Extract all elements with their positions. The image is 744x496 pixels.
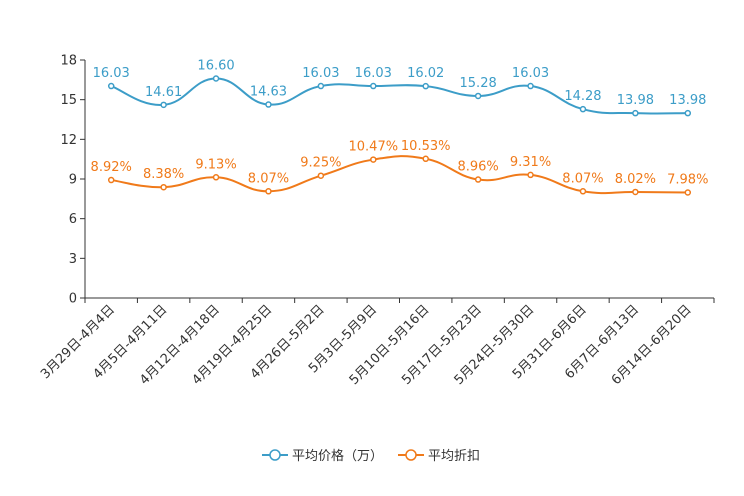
data-label: 10.53% xyxy=(401,139,451,154)
data-point[interactable] xyxy=(527,171,534,179)
series-0: 16.03 14.61 16.60 14.63 16.03 16.03 16.02 15.28… xyxy=(93,59,706,117)
data-label: 9.25% xyxy=(300,156,341,171)
data-label: 8.02% xyxy=(615,172,656,187)
data-label: 8.96% xyxy=(457,160,498,175)
data-label: 9.31% xyxy=(510,155,551,170)
data-point[interactable] xyxy=(212,75,220,82)
data-point[interactable] xyxy=(579,105,587,113)
y-tick-label: 9 xyxy=(69,173,77,188)
data-label: 13.98 xyxy=(669,93,706,108)
data-label: 8.07% xyxy=(562,171,603,186)
y-tick-label: 18 xyxy=(60,54,77,69)
data-label: 8.38% xyxy=(143,167,184,182)
y-tick-label: 15 xyxy=(60,93,77,108)
data-point[interactable] xyxy=(160,101,167,109)
data-label: 16.02 xyxy=(407,66,444,81)
series-group: 16.03 14.61 16.60 14.63 16.03 16.03 16.02 15.28… xyxy=(91,59,708,196)
data-point[interactable] xyxy=(632,188,639,196)
data-label: 10.47% xyxy=(349,140,399,155)
y-tick-label: 3 xyxy=(69,252,77,267)
data-label: 8.07% xyxy=(248,171,289,186)
data-point[interactable] xyxy=(422,82,429,90)
series-1: 8.92% 8.38% 9.13% 8.07% 9.25% 10.47% 10.53% 8.9… xyxy=(91,139,708,196)
data-point[interactable] xyxy=(160,183,167,191)
data-point[interactable] xyxy=(684,109,692,117)
data-label: 14.28 xyxy=(564,89,601,104)
data-point[interactable] xyxy=(474,176,482,183)
y-tick-label: 0 xyxy=(69,292,77,307)
data-point[interactable] xyxy=(370,82,377,90)
series-line xyxy=(111,155,688,195)
data-label: 16.03 xyxy=(512,66,549,81)
data-label: 7.98% xyxy=(667,172,708,187)
legend-label: 平均价格（万） xyxy=(292,448,383,464)
legend-marker-icon xyxy=(269,449,281,461)
data-label: 14.63 xyxy=(250,85,287,100)
data-point[interactable] xyxy=(527,82,534,90)
y-tick-label: 6 xyxy=(69,212,77,227)
x-axis: 3月29日-4月4日4月5日-4月11日4月12日-4月18日4月19日-4月2… xyxy=(38,297,715,388)
data-label: 16.03 xyxy=(355,66,392,81)
data-label: 15.28 xyxy=(460,76,497,91)
legend-marker-icon xyxy=(405,449,417,461)
legend-label: 平均折扣 xyxy=(428,449,480,464)
data-point[interactable] xyxy=(579,188,587,195)
data-point[interactable] xyxy=(212,174,220,181)
data-point[interactable] xyxy=(422,155,429,163)
data-point[interactable] xyxy=(317,82,325,90)
legend-item-0[interactable]: 平均价格（万） xyxy=(262,448,383,464)
data-point[interactable] xyxy=(684,189,692,196)
data-point[interactable] xyxy=(265,101,272,108)
data-label: 14.61 xyxy=(145,85,182,100)
legend: 平均价格（万） 平均折扣 xyxy=(262,448,480,464)
legend-item-1[interactable]: 平均折扣 xyxy=(398,449,480,464)
data-label: 16.03 xyxy=(93,66,130,81)
data-label: 16.60 xyxy=(197,59,234,74)
data-point[interactable] xyxy=(474,92,482,100)
data-point[interactable] xyxy=(317,172,325,179)
data-label: 16.03 xyxy=(302,66,339,81)
y-axis: 0 3 6 9 12 15 18 xyxy=(60,54,86,307)
data-point[interactable] xyxy=(107,176,115,184)
data-label: 9.13% xyxy=(195,157,236,172)
y-tick-label: 12 xyxy=(60,133,77,148)
data-label: 8.92% xyxy=(91,160,132,175)
data-point[interactable] xyxy=(632,109,639,117)
data-label: 13.98 xyxy=(617,93,654,108)
data-point[interactable] xyxy=(265,188,272,195)
data-point[interactable] xyxy=(107,82,115,90)
data-point[interactable] xyxy=(370,156,377,163)
